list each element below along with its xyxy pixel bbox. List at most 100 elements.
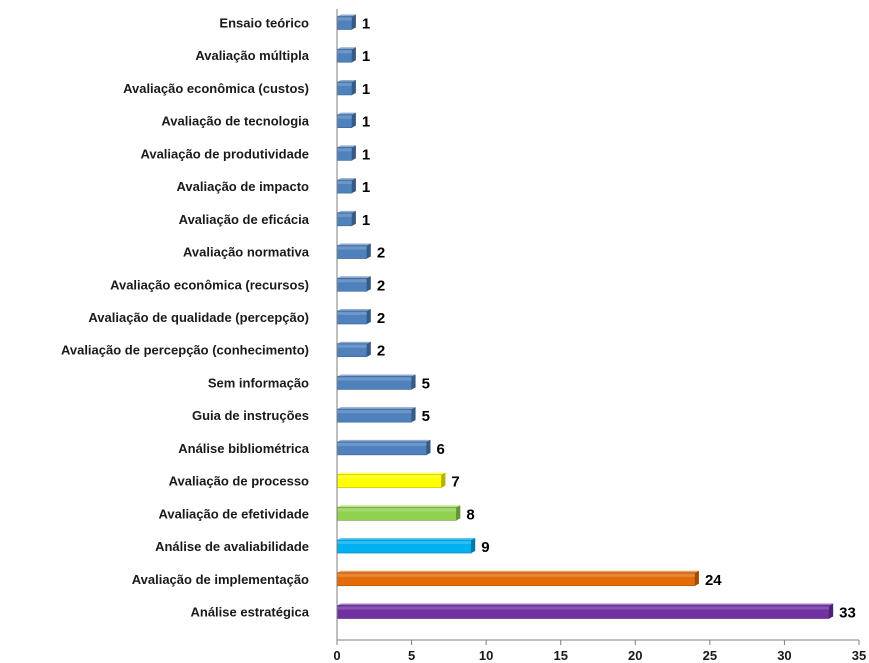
bar-highlight	[337, 279, 367, 283]
x-tick-label-35: 35	[852, 648, 866, 663]
category-label-avaliacao-de-produtividade: Avaliação de produtividade	[140, 146, 309, 161]
category-labels: Ensaio teórico Avaliação múltipla Avaliaçã…	[61, 16, 310, 620]
value-label-avaliacao-de-qualidade-percepcao: 2	[377, 310, 385, 327]
bar-highlight	[337, 410, 412, 414]
bar-end-cap	[366, 276, 371, 292]
bar-end-cap	[456, 505, 461, 521]
category-label-avaliacao-de-tecnologia: Avaliação de tecnologia	[161, 114, 309, 129]
value-label-avaliacao-economica-recursos: 2	[377, 277, 385, 294]
bar-end-cap	[426, 439, 431, 455]
x-axis: 0 5 10 15 20 25 30 35	[333, 9, 866, 663]
bar-top-face	[337, 505, 461, 508]
bar-highlight	[337, 442, 427, 446]
bar-avaliacao-economica-custos	[336, 79, 356, 96]
bar-analise-bibliometrica	[336, 439, 431, 456]
bar-top-face	[337, 309, 371, 311]
category-label-ensaio-teorico: Ensaio teórico	[219, 16, 309, 31]
bar-top-face	[337, 538, 476, 541]
bar-avaliacao-economica-recursos	[336, 276, 371, 292]
bar-highlight	[337, 246, 367, 250]
value-label-sem-informacao: 5	[422, 375, 430, 392]
bar-end-cap	[411, 407, 416, 423]
bar-top-face	[337, 276, 371, 279]
category-label-analise-estrategica: Análise estratégica	[190, 605, 309, 620]
x-tick-label-0: 0	[333, 648, 340, 663]
bar-top-face	[337, 210, 356, 213]
bar-end-cap	[694, 570, 699, 586]
value-label-avaliacao-de-produtividade: 1	[362, 146, 370, 163]
category-label-avaliacao-de-impacto: Avaliação de impacto	[177, 179, 310, 194]
bar-avaliacao-de-impacto	[336, 178, 356, 194]
x-tick-label-25: 25	[703, 648, 717, 663]
x-tick-label-10: 10	[479, 648, 493, 663]
bar-ensaio-teorico	[336, 14, 356, 30]
bar-guia-de-instrucoes	[336, 407, 416, 423]
value-label-avaliacao-normativa: 2	[377, 245, 385, 262]
value-label-avaliacao-de-percepcao-conhecimento: 2	[377, 343, 385, 360]
value-label-ensaio-teorico: 1	[362, 16, 370, 33]
category-label-avaliacao-de-qualidade-percepcao: Avaliação de qualidade (percepção)	[88, 310, 309, 325]
value-label-analise-bibliometrica: 6	[436, 441, 444, 458]
bar-end-cap	[351, 178, 356, 194]
bar-avaliacao-de-processo	[336, 472, 446, 488]
x-tick-label-30: 30	[777, 648, 791, 663]
bar-avaliacao-de-implementacao	[336, 570, 699, 587]
x-tick-label-20: 20	[628, 648, 642, 663]
category-label-avaliacao-de-implementacao: Avaliação de implementação	[132, 572, 309, 587]
bar-sem-informacao	[336, 374, 416, 390]
bars	[336, 14, 834, 619]
category-label-avaliacao-multipla: Avaliação múltipla	[195, 48, 309, 63]
value-label-guia-de-instrucoes: 5	[422, 408, 430, 425]
category-label-avaliacao-economica-recursos: Avaliação econômica (recursos)	[110, 277, 309, 292]
category-label-sem-informacao: Sem informação	[208, 375, 309, 390]
bar-top-face	[337, 407, 416, 410]
bar-avaliacao-de-eficacia	[336, 210, 356, 227]
bar-top-face	[337, 145, 356, 148]
category-label-avaliacao-de-eficacia: Avaliação de eficácia	[179, 212, 310, 227]
bar-top-face	[337, 603, 834, 606]
bar-end-cap	[351, 112, 356, 128]
bar-highlight	[337, 213, 352, 217]
bar-highlight	[337, 377, 412, 381]
value-label-avaliacao-de-tecnologia: 1	[362, 114, 370, 131]
bar-top-face	[337, 341, 371, 344]
bar-top-face	[337, 47, 356, 50]
bar-end-cap	[351, 210, 356, 226]
category-label-analise-bibliometrica: Análise bibliométrica	[178, 441, 310, 456]
bar-end-cap	[829, 603, 834, 619]
bar-highlight	[337, 115, 352, 119]
bar-highlight	[337, 181, 352, 185]
bar-avaliacao-de-qualidade-percepcao	[336, 309, 371, 325]
bar-avaliacao-de-tecnologia	[336, 112, 356, 128]
bar-highlight	[337, 508, 457, 512]
bar-analise-de-avaliabilidade	[336, 538, 476, 554]
bar-highlight	[337, 312, 367, 315]
x-tick-label-5: 5	[408, 648, 415, 663]
bar-top-face	[337, 570, 699, 573]
bar-end-cap	[351, 145, 356, 161]
category-label-avaliacao-normativa: Avaliação normativa	[183, 245, 310, 260]
bar-highlight	[337, 17, 352, 21]
bar-end-cap	[471, 538, 476, 554]
bar-top-face	[337, 472, 446, 475]
value-label-avaliacao-de-processo: 7	[451, 474, 459, 491]
value-label-avaliacao-multipla: 1	[362, 48, 370, 65]
bar-end-cap	[351, 79, 356, 95]
category-label-avaliacao-de-percepcao-conhecimento: Avaliação de percepção (conhecimento)	[61, 343, 309, 358]
x-tick-label-15: 15	[553, 648, 567, 663]
bar-top-face	[337, 14, 356, 17]
bar-top-face	[337, 112, 356, 115]
category-label-avaliacao-de-efetividade: Avaliação de efetividade	[158, 506, 309, 521]
bar-end-cap	[366, 341, 371, 357]
bar-highlight	[337, 82, 352, 86]
bar-end-cap	[441, 472, 446, 488]
bar-analise-estrategica	[336, 603, 834, 619]
bar-avaliacao-de-percepcao-conhecimento	[336, 341, 371, 358]
bar-top-face	[337, 374, 416, 377]
bar-top-face	[337, 243, 371, 246]
value-label-avaliacao-de-implementacao: 24	[705, 572, 722, 589]
bar-highlight	[337, 475, 442, 479]
bar-top-face	[337, 79, 356, 82]
